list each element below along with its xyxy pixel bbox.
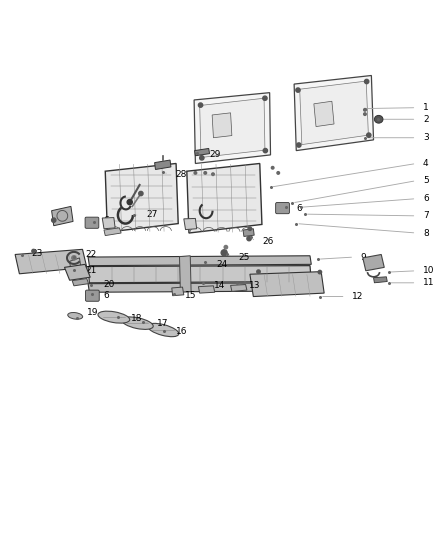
Circle shape: [139, 191, 143, 196]
Text: 6: 6: [423, 194, 429, 203]
Circle shape: [52, 218, 56, 222]
Polygon shape: [88, 265, 311, 283]
Text: 1: 1: [423, 103, 429, 112]
Text: 6: 6: [296, 204, 302, 213]
Text: 5: 5: [423, 176, 429, 185]
Circle shape: [32, 249, 35, 253]
Text: 20: 20: [103, 280, 114, 289]
Polygon shape: [52, 206, 73, 225]
Polygon shape: [180, 256, 191, 292]
Polygon shape: [104, 228, 121, 236]
Polygon shape: [230, 285, 247, 292]
Text: 9: 9: [360, 253, 367, 262]
Ellipse shape: [374, 116, 383, 123]
Text: 4: 4: [423, 159, 428, 168]
Text: 14: 14: [214, 281, 225, 290]
FancyBboxPatch shape: [85, 217, 99, 228]
Text: 27: 27: [146, 211, 157, 220]
Polygon shape: [212, 113, 232, 138]
Polygon shape: [314, 101, 334, 126]
Circle shape: [247, 237, 251, 241]
Polygon shape: [70, 258, 81, 271]
Polygon shape: [198, 286, 215, 293]
Text: 8: 8: [423, 229, 429, 238]
Circle shape: [194, 172, 197, 174]
Text: 2: 2: [423, 115, 428, 124]
Circle shape: [296, 88, 300, 92]
Circle shape: [200, 156, 204, 160]
Text: 25: 25: [239, 253, 250, 262]
Polygon shape: [64, 264, 90, 280]
FancyBboxPatch shape: [276, 203, 290, 214]
Text: 6: 6: [103, 216, 109, 224]
Circle shape: [364, 109, 366, 111]
Circle shape: [72, 256, 76, 260]
Text: 12: 12: [352, 292, 364, 301]
Polygon shape: [88, 283, 311, 292]
Circle shape: [257, 270, 260, 273]
Circle shape: [272, 166, 274, 169]
Polygon shape: [105, 164, 178, 232]
Polygon shape: [200, 98, 265, 157]
Text: 7: 7: [423, 212, 429, 220]
Text: 19: 19: [87, 308, 98, 317]
Polygon shape: [88, 256, 311, 265]
Polygon shape: [194, 149, 209, 156]
Text: 6: 6: [103, 291, 109, 300]
Circle shape: [263, 96, 267, 100]
Text: 11: 11: [423, 278, 434, 287]
Ellipse shape: [98, 311, 130, 323]
Polygon shape: [194, 93, 271, 164]
Text: 29: 29: [209, 150, 221, 158]
Circle shape: [367, 133, 371, 138]
Text: 26: 26: [262, 237, 273, 246]
Text: 10: 10: [423, 266, 434, 275]
Polygon shape: [300, 81, 368, 144]
Circle shape: [318, 270, 321, 274]
Text: 24: 24: [216, 260, 228, 269]
Text: 21: 21: [85, 266, 96, 275]
Circle shape: [297, 143, 301, 147]
Polygon shape: [363, 254, 384, 271]
Circle shape: [127, 199, 132, 205]
Polygon shape: [250, 272, 324, 296]
Polygon shape: [294, 76, 374, 151]
Circle shape: [224, 246, 228, 249]
Circle shape: [364, 79, 369, 84]
Polygon shape: [184, 219, 197, 230]
Text: 28: 28: [175, 169, 187, 179]
Ellipse shape: [148, 324, 179, 337]
Circle shape: [263, 149, 268, 153]
Text: 16: 16: [176, 327, 187, 336]
Polygon shape: [155, 160, 171, 169]
Text: 17: 17: [157, 319, 168, 328]
Ellipse shape: [122, 317, 153, 329]
Circle shape: [221, 250, 227, 256]
Polygon shape: [187, 164, 262, 233]
Circle shape: [248, 227, 251, 230]
Text: 18: 18: [131, 313, 142, 322]
Circle shape: [198, 103, 203, 107]
Polygon shape: [172, 287, 184, 296]
Circle shape: [204, 172, 207, 174]
Polygon shape: [243, 229, 254, 237]
Circle shape: [364, 113, 366, 116]
Text: 13: 13: [249, 281, 261, 290]
Polygon shape: [374, 277, 387, 283]
Text: 3: 3: [423, 133, 429, 142]
Circle shape: [277, 172, 279, 174]
Text: 15: 15: [185, 291, 196, 300]
Ellipse shape: [68, 312, 83, 319]
Polygon shape: [72, 279, 88, 286]
Circle shape: [212, 173, 214, 175]
FancyBboxPatch shape: [85, 290, 99, 301]
Polygon shape: [102, 217, 115, 229]
Polygon shape: [15, 249, 87, 274]
Text: 23: 23: [31, 249, 42, 258]
Text: 22: 22: [85, 250, 96, 259]
